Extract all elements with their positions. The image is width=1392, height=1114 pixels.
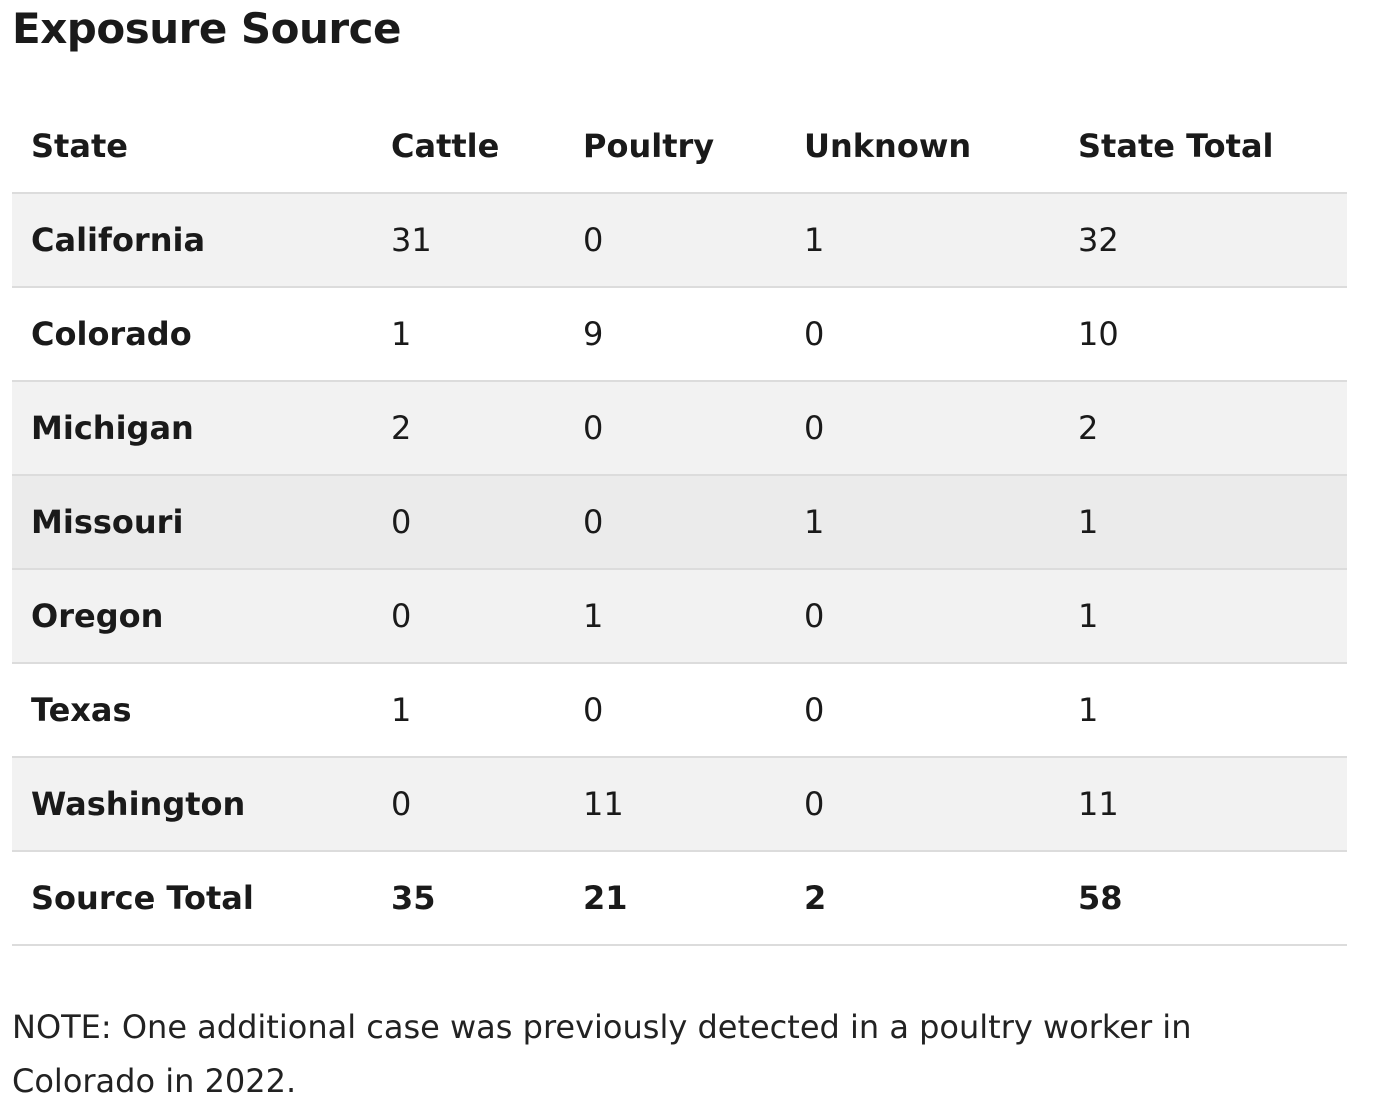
cell: 1: [1059, 475, 1347, 570]
table-body: California 31 0 1 32 Colorado 1 9 0 10 Michigan 2 0 0…: [12, 193, 1347, 946]
title: Exposure Source: [12, 4, 402, 53]
cell: 0: [564, 193, 785, 288]
column-header: Poultry: [564, 100, 785, 194]
cell: 31: [372, 193, 564, 288]
cell: 10: [1059, 287, 1347, 382]
state-name: California: [12, 193, 372, 288]
cell: 32: [1059, 193, 1347, 288]
state-name: Colorado: [12, 287, 372, 382]
cell: 2: [372, 381, 564, 476]
exposure-table: State Cattle Poultry Unknown State Total Cal…: [12, 100, 1347, 946]
table-row: Missouri 0 0 1 1: [12, 475, 1347, 570]
table-row: Washington 0 11 0 11: [12, 757, 1347, 852]
state-name: Washington: [12, 757, 372, 852]
table-row: Texas 1 0 0 1: [12, 663, 1347, 758]
table-row: California 31 0 1 32: [12, 193, 1347, 288]
cell: 2: [1059, 381, 1347, 476]
cell: 0: [785, 663, 1059, 758]
column-header: Unknown: [785, 100, 1059, 194]
cell: 1: [564, 569, 785, 664]
cell: 1: [1059, 663, 1347, 758]
cell: 1: [1059, 569, 1347, 664]
column-header: State Total: [1059, 100, 1347, 194]
total-row: Source Total 35 21 2 58: [12, 851, 1347, 946]
total-cell: 2: [785, 851, 1059, 946]
column-header: State: [12, 100, 372, 194]
total-cell: 35: [372, 851, 564, 946]
cell: 1: [785, 193, 1059, 288]
cell: 0: [564, 663, 785, 758]
header-row: State Cattle Poultry Unknown State Total: [12, 100, 1347, 194]
state-name: Missouri: [12, 475, 372, 570]
cell: 1: [372, 663, 564, 758]
cell: 0: [372, 569, 564, 664]
total-cell: 58: [1059, 851, 1347, 946]
cell: 0: [372, 475, 564, 570]
state-name: Oregon: [12, 569, 372, 664]
cell: 11: [1059, 757, 1347, 852]
cell: 1: [785, 475, 1059, 570]
total-cell: 21: [564, 851, 785, 946]
total-label: Source Total: [12, 851, 372, 946]
cell: 1: [372, 287, 564, 382]
state-name: Texas: [12, 663, 372, 758]
cell: 0: [785, 287, 1059, 382]
table-row: Michigan 2 0 0 2: [12, 381, 1347, 476]
table-row: Oregon 0 1 0 1: [12, 569, 1347, 664]
cell: 0: [564, 475, 785, 570]
table-row: Colorado 1 9 0 10: [12, 287, 1347, 382]
cell: 0: [785, 757, 1059, 852]
cell: 0: [372, 757, 564, 852]
cell: 0: [785, 381, 1059, 476]
cell: 11: [564, 757, 785, 852]
column-header: Cattle: [372, 100, 564, 194]
table-head: State Cattle Poultry Unknown State Total: [12, 100, 1347, 194]
state-name: Michigan: [12, 381, 372, 476]
cell: 9: [564, 287, 785, 382]
cell: 0: [564, 381, 785, 476]
cell: 0: [785, 569, 1059, 664]
note: NOTE: One additional case was previously…: [12, 1008, 1192, 1100]
